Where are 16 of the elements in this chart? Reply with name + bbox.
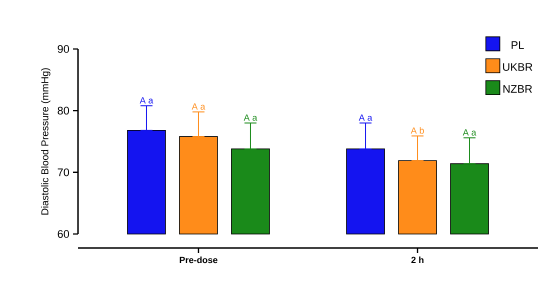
legend-label: UKBR bbox=[503, 63, 532, 71]
data-label: A b bbox=[410, 127, 424, 134]
y-tick-label: 60 bbox=[58, 230, 70, 238]
data-label: A a bbox=[358, 114, 372, 121]
y-tick-label: 90 bbox=[58, 45, 70, 53]
data-label: A a bbox=[192, 103, 206, 110]
data-label: A a bbox=[140, 97, 154, 104]
x-tick-label: Pre-dose bbox=[180, 256, 218, 264]
x-tick-label: 2 h bbox=[411, 256, 424, 264]
y-tick-label: 70 bbox=[58, 168, 70, 176]
y-axis-title: Diastolic Blood Pressure (mmHg) bbox=[41, 68, 50, 215]
y-tick-label: 80 bbox=[58, 106, 70, 115]
legend-label: NZBR bbox=[503, 85, 532, 93]
data-label: A a bbox=[462, 129, 476, 136]
data-label: A a bbox=[244, 114, 258, 121]
legend-label: PL bbox=[512, 41, 524, 49]
